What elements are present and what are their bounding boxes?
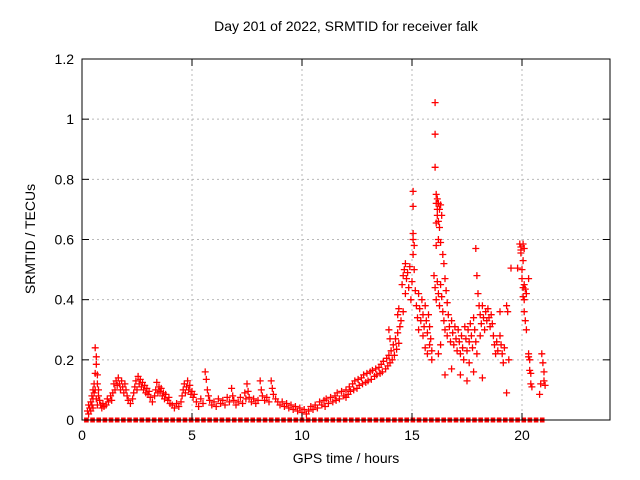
x-tick-label: 20 xyxy=(514,427,530,443)
plot-frame xyxy=(81,58,611,421)
x-axis-label: GPS time / hours xyxy=(292,450,400,466)
y-tick-label: 0.4 xyxy=(55,292,75,308)
x-tick-label: 0 xyxy=(78,427,86,443)
y-tick-label: 1.2 xyxy=(55,51,75,67)
y-tick-label: 0 xyxy=(66,412,74,428)
x-tick-label: 10 xyxy=(294,427,310,443)
y-tick-label: 0.8 xyxy=(55,171,75,187)
y-tick-label: 0.6 xyxy=(55,232,75,248)
data-points xyxy=(84,99,549,418)
chart-title: Day 201 of 2022, SRMTID for receiver fal… xyxy=(214,18,478,34)
x-tick-label: 15 xyxy=(404,427,420,443)
y-tick-label: 0.2 xyxy=(55,352,75,368)
x-tick-label: 5 xyxy=(188,427,196,443)
y-tick-label: 1 xyxy=(66,111,74,127)
